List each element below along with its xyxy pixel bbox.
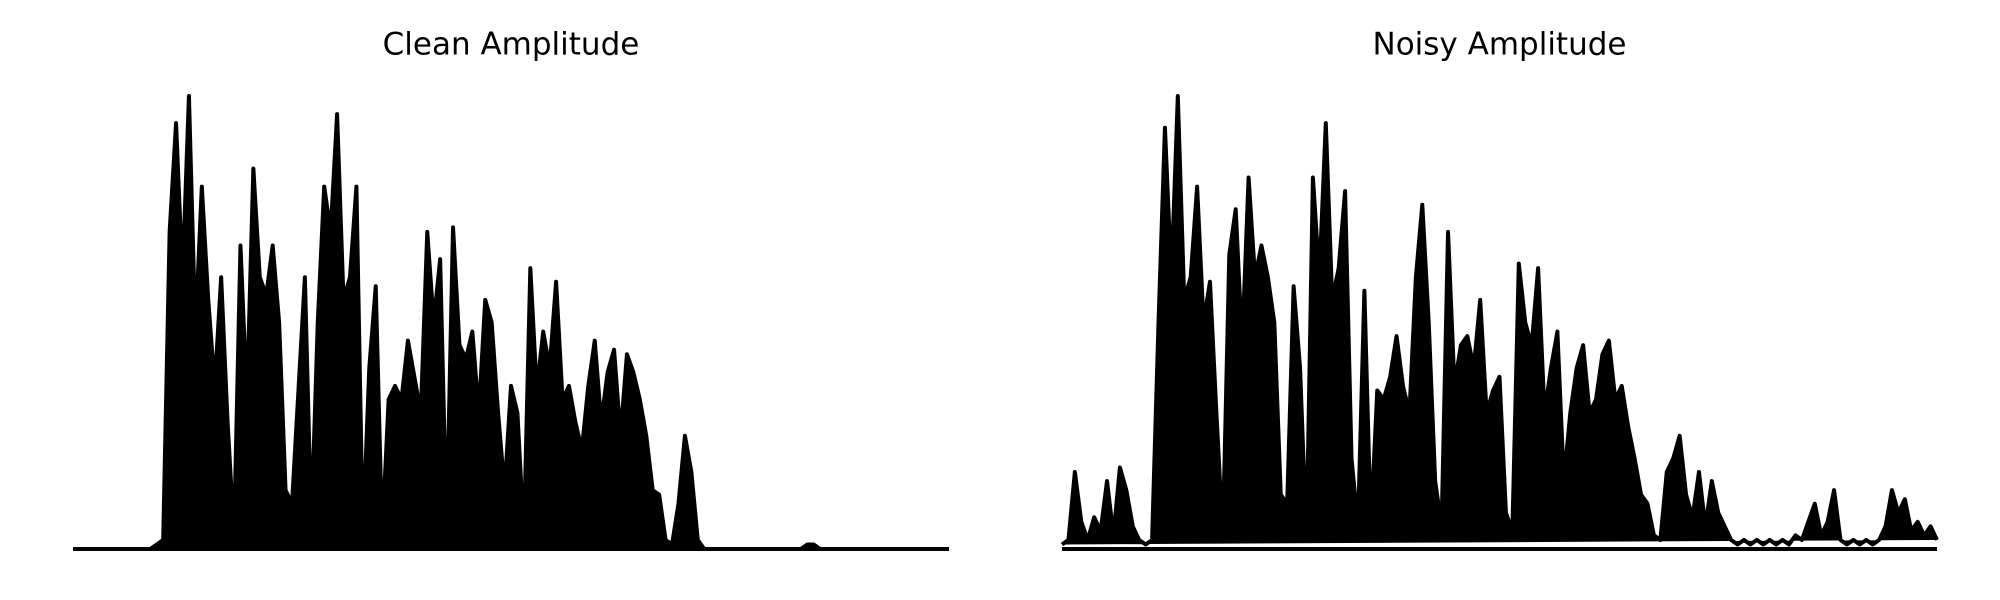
amplitude-area xyxy=(73,94,949,551)
chart-title: Noisy Amplitude xyxy=(1373,27,1627,63)
chart-title: Clean Amplitude xyxy=(383,27,640,63)
amplitude-area xyxy=(1060,94,1939,547)
